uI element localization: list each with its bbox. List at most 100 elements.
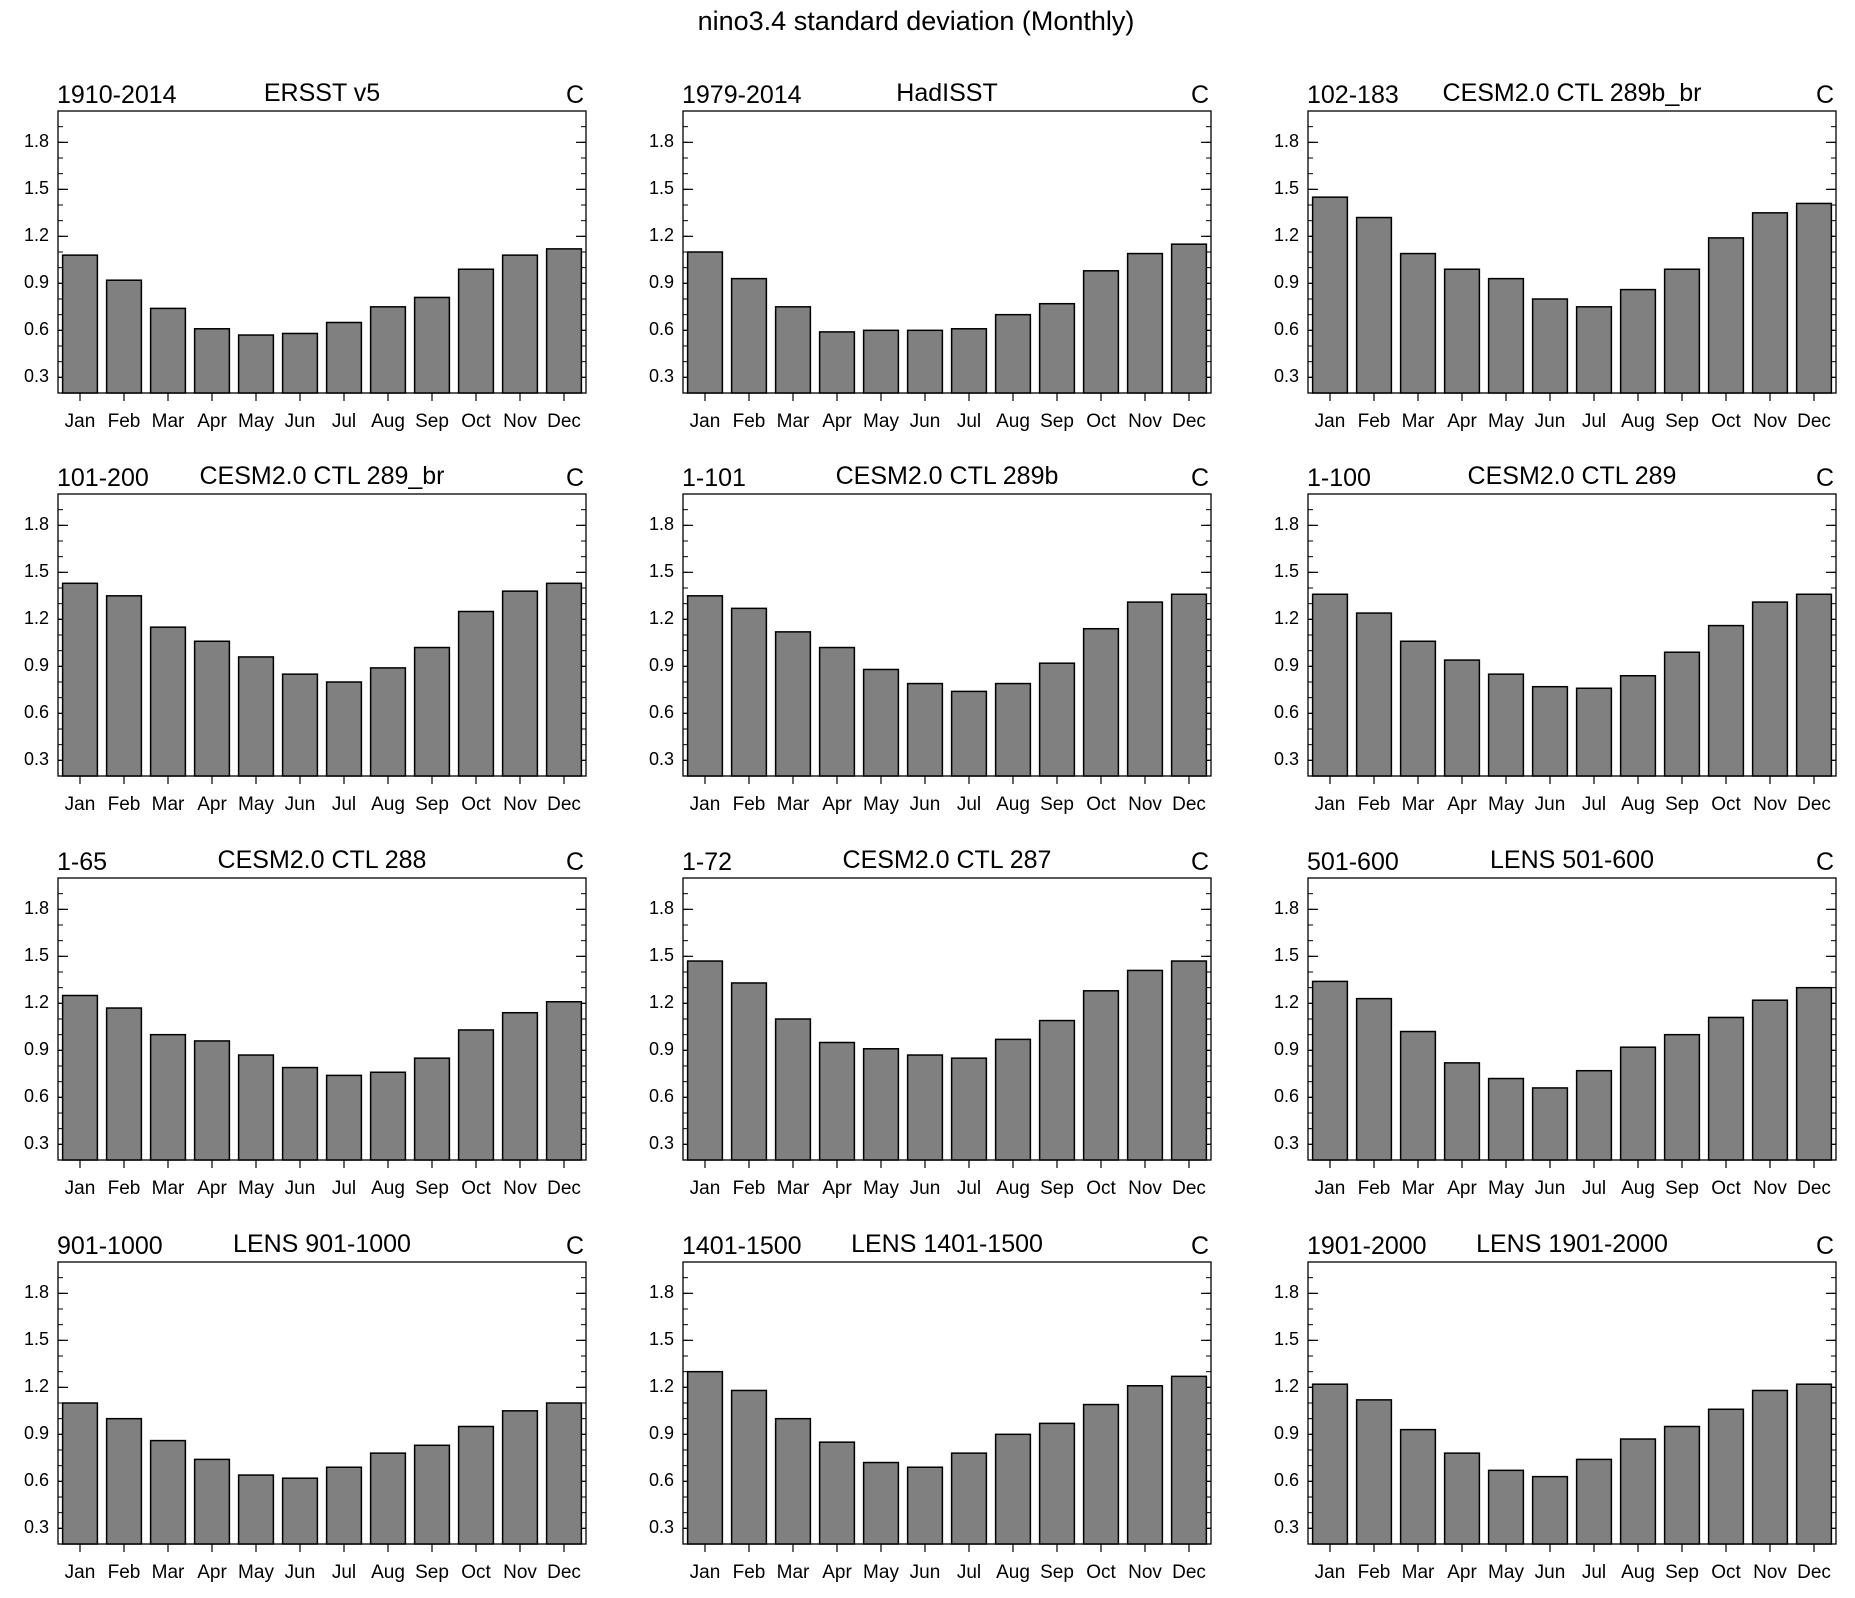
bar-may: [237, 1054, 275, 1161]
bar-apr: [1443, 659, 1481, 777]
x-tick-label: Feb: [1358, 411, 1391, 432]
panel-3: 102-183 CESM2.0 CTL 289b_br C 0.3 0.6 0.9 1.2 1…: [1274, 79, 1837, 432]
x-tick-label: Mar: [152, 411, 185, 432]
bar-jan: [61, 582, 99, 777]
x-tick-label: Jun: [1535, 411, 1566, 432]
y-tick-label: 0.6: [24, 702, 49, 722]
y-tick-label: 0.9: [1274, 272, 1299, 292]
x-tick-label: Feb: [733, 411, 766, 432]
panel-left-label: 1401-1500: [682, 1232, 802, 1260]
bar-oct: [457, 1425, 495, 1545]
y-tick-label: 1.2: [649, 225, 674, 245]
bar-sep: [1038, 1019, 1076, 1161]
y-tick-label: 1.8: [24, 514, 49, 534]
y-tick-label: 1.8: [1274, 514, 1299, 534]
x-tick-label: Nov: [1128, 411, 1162, 432]
bar-mar: [1399, 640, 1437, 777]
x-tick-label: Oct: [1086, 411, 1116, 432]
x-tick-label: May: [1488, 1562, 1524, 1583]
x-tick-label: Jul: [957, 794, 981, 815]
x-tick-label: Aug: [371, 411, 405, 432]
x-tick-label: Mar: [152, 794, 185, 815]
bar-oct: [1707, 1408, 1745, 1545]
y-tick-label: 1.2: [649, 992, 674, 1012]
bar-jan: [686, 251, 724, 394]
bar-dec: [545, 1402, 583, 1545]
x-tick-label: Jun: [910, 794, 941, 815]
panel-left-label: 1979-2014: [682, 81, 802, 109]
x-tick-label: May: [1488, 1178, 1524, 1199]
panel-title: CESM2.0 CTL 287: [843, 846, 1052, 874]
bar-nov: [501, 590, 539, 777]
bar-may: [237, 334, 275, 394]
y-tick-label: 0.3: [1274, 749, 1299, 769]
x-tick-label: Nov: [1128, 794, 1162, 815]
bar-nov: [501, 254, 539, 394]
x-tick-label: Apr: [822, 1178, 852, 1199]
panel-title: HadISST: [896, 79, 997, 107]
x-tick-label: Jan: [1315, 794, 1346, 815]
x-tick-label: Mar: [152, 1562, 185, 1583]
y-tick-label: 0.3: [649, 1517, 674, 1537]
x-tick-label: Sep: [1040, 1178, 1074, 1199]
y-tick-label: 1.8: [1274, 1282, 1299, 1302]
x-tick-label: Oct: [1711, 1178, 1741, 1199]
x-tick-label: Jun: [1535, 1562, 1566, 1583]
y-tick-label: 0.9: [649, 655, 674, 675]
y-tick-label: 1.8: [649, 898, 674, 918]
y-tick-label: 1.8: [24, 131, 49, 151]
bar-may: [862, 1461, 900, 1545]
x-tick-label: May: [1488, 794, 1524, 815]
panel-1: 1910-2014 ERSST v5 C 0.3 0.6 0.9 1.2 1.5 1.8 Jan F…: [24, 79, 587, 432]
x-tick-label: Nov: [1128, 1562, 1162, 1583]
bar-feb: [1355, 1399, 1393, 1545]
panel-left-label: 1-65: [57, 848, 107, 876]
x-tick-label: Aug: [1621, 794, 1655, 815]
y-tick-label: 0.6: [24, 319, 49, 339]
y-tick-label: 1.8: [24, 1282, 49, 1302]
bar-may: [862, 1048, 900, 1161]
bar-oct: [457, 268, 495, 394]
panel-left-label: 1-100: [1307, 464, 1371, 492]
bar-feb: [105, 1007, 143, 1161]
bar-jan: [1311, 196, 1349, 394]
bar-sep: [1038, 302, 1076, 394]
figure-title: nino3.4 standard deviation (Monthly): [698, 6, 1135, 36]
bar-oct: [1707, 624, 1745, 777]
y-tick-label: 1.5: [649, 561, 674, 581]
panel-left-label: 501-600: [1307, 848, 1399, 876]
x-tick-label: Mar: [1402, 1178, 1435, 1199]
bar-sep: [1663, 268, 1701, 394]
bar-aug: [369, 1071, 407, 1161]
x-tick-label: Apr: [197, 794, 227, 815]
bar-nov: [1751, 1389, 1789, 1545]
panel-units: C: [1816, 1232, 1834, 1260]
x-tick-label: Dec: [1797, 794, 1831, 815]
bar-oct: [1082, 1403, 1120, 1545]
y-tick-label: 0.3: [649, 749, 674, 769]
x-tick-label: Sep: [1040, 411, 1074, 432]
panel-title: ERSST v5: [264, 79, 380, 107]
bar-sep: [413, 1444, 451, 1545]
x-tick-label: Dec: [1172, 794, 1206, 815]
x-tick-label: Mar: [777, 1562, 810, 1583]
x-tick-label: Aug: [371, 1562, 405, 1583]
x-tick-label: Jul: [332, 1178, 356, 1199]
bar-sep: [1663, 651, 1701, 777]
x-tick-label: Dec: [1797, 411, 1831, 432]
panel-left-label: 101-200: [57, 464, 149, 492]
x-tick-label: Dec: [547, 1562, 581, 1583]
bar-dec: [1170, 1375, 1208, 1545]
x-tick-label: Feb: [108, 1178, 141, 1199]
panel-units: C: [1191, 1232, 1209, 1260]
panel-title: LENS 1401-1500: [851, 1230, 1043, 1258]
x-tick-label: Sep: [1665, 794, 1699, 815]
bar-jun: [1531, 1087, 1569, 1161]
y-tick-label: 1.5: [1274, 178, 1299, 198]
y-tick-label: 0.9: [24, 655, 49, 675]
panel-6: 1-100 CESM2.0 CTL 289 C 0.3 0.6 0.9 1.2 1.5 1.8 J…: [1274, 462, 1837, 815]
bar-dec: [1170, 243, 1208, 394]
x-tick-label: Jul: [1582, 411, 1606, 432]
bar-oct: [1082, 990, 1120, 1161]
y-tick-label: 1.5: [649, 945, 674, 965]
